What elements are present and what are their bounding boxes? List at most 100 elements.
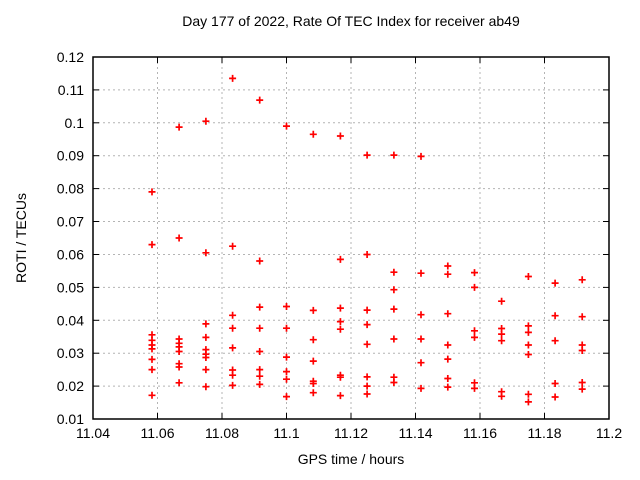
data-point (202, 366, 210, 374)
data-point (444, 375, 452, 382)
data-point (390, 286, 398, 294)
data-point (471, 333, 478, 341)
x-axis-label: GPS time / hours (297, 451, 405, 467)
data-point (283, 375, 290, 383)
data-point (363, 340, 371, 348)
data-point (256, 257, 264, 265)
data-point (309, 357, 317, 365)
y-tick-label: 0.11 (58, 82, 84, 98)
data-point (363, 390, 371, 398)
data-point (578, 276, 586, 284)
data-point (256, 366, 264, 374)
x-tick-label: 11.14 (399, 425, 433, 441)
data-point (524, 351, 532, 358)
y-tick-label: 0.1 (65, 115, 85, 131)
data-point (524, 341, 532, 349)
x-tick-label: 11.1 (273, 425, 299, 441)
data-point (309, 336, 317, 344)
data-point (471, 327, 478, 335)
data-point (175, 379, 183, 387)
data-point (229, 311, 237, 319)
data-point (363, 306, 371, 314)
data-point (148, 355, 156, 363)
data-point (363, 382, 371, 390)
x-tick-label: 11.2 (596, 425, 622, 441)
data-point (283, 393, 290, 401)
x-tick-label: 11.16 (463, 425, 497, 441)
data-point (202, 354, 210, 361)
data-point (283, 324, 290, 332)
data-point (551, 279, 559, 287)
data-point (148, 366, 156, 374)
x-tick-label: 11.18 (528, 425, 562, 441)
data-point (578, 385, 586, 393)
data-point (524, 390, 532, 398)
data-point (390, 335, 398, 343)
y-tick-label: 0.09 (57, 148, 84, 164)
data-point (444, 341, 452, 349)
data-point (551, 380, 559, 387)
data-point (417, 335, 425, 343)
y-tick-label: 0.01 (57, 411, 84, 427)
data-point (256, 96, 264, 104)
data-point (229, 324, 237, 332)
data-point (551, 312, 559, 320)
data-point (309, 130, 317, 138)
data-point (524, 328, 532, 336)
data-point (229, 242, 237, 250)
data-point (390, 379, 398, 386)
data-point (498, 392, 506, 400)
data-point (336, 255, 344, 263)
data-point (175, 348, 183, 355)
data-point (444, 310, 452, 318)
data-point (202, 383, 210, 391)
data-point (390, 305, 398, 313)
data-point (256, 380, 264, 388)
data-point (202, 320, 210, 328)
data-point (417, 359, 425, 367)
y-tick-label: 0.02 (57, 378, 84, 394)
x-tick-label: 11.04 (76, 425, 110, 441)
data-point (283, 368, 290, 376)
data-point (363, 251, 371, 258)
x-tick-label: 11.06 (141, 425, 175, 441)
data-point (202, 117, 210, 125)
y-tick-label: 0.05 (57, 279, 84, 295)
data-point (336, 373, 344, 381)
x-tick-label: 11.12 (334, 425, 368, 441)
data-point (363, 321, 371, 329)
data-point (202, 249, 210, 257)
data-point (498, 337, 506, 345)
data-point (202, 333, 210, 341)
data-point (363, 151, 371, 159)
data-point (309, 380, 317, 387)
y-tick-label: 0.06 (57, 247, 84, 263)
data-point (417, 269, 425, 277)
data-point (471, 384, 478, 392)
data-point (417, 384, 425, 392)
data-point (229, 74, 237, 82)
data-point (390, 268, 398, 276)
data-point (444, 355, 452, 363)
data-point (444, 262, 452, 270)
data-point (578, 379, 586, 386)
data-point (256, 303, 264, 311)
data-point (283, 303, 290, 310)
data-point (336, 132, 344, 140)
data-point (390, 151, 398, 159)
y-tick-label: 0.07 (57, 214, 84, 230)
data-point (283, 353, 290, 361)
data-point (175, 234, 183, 242)
data-point (336, 304, 344, 312)
data-point (444, 383, 452, 391)
data-point (578, 347, 586, 354)
data-point (256, 372, 264, 380)
data-point (444, 270, 452, 278)
y-tick-label: 0.12 (57, 49, 84, 65)
data-point (309, 389, 317, 397)
data-point (256, 324, 264, 332)
data-point (417, 311, 425, 319)
data-point (471, 269, 478, 277)
